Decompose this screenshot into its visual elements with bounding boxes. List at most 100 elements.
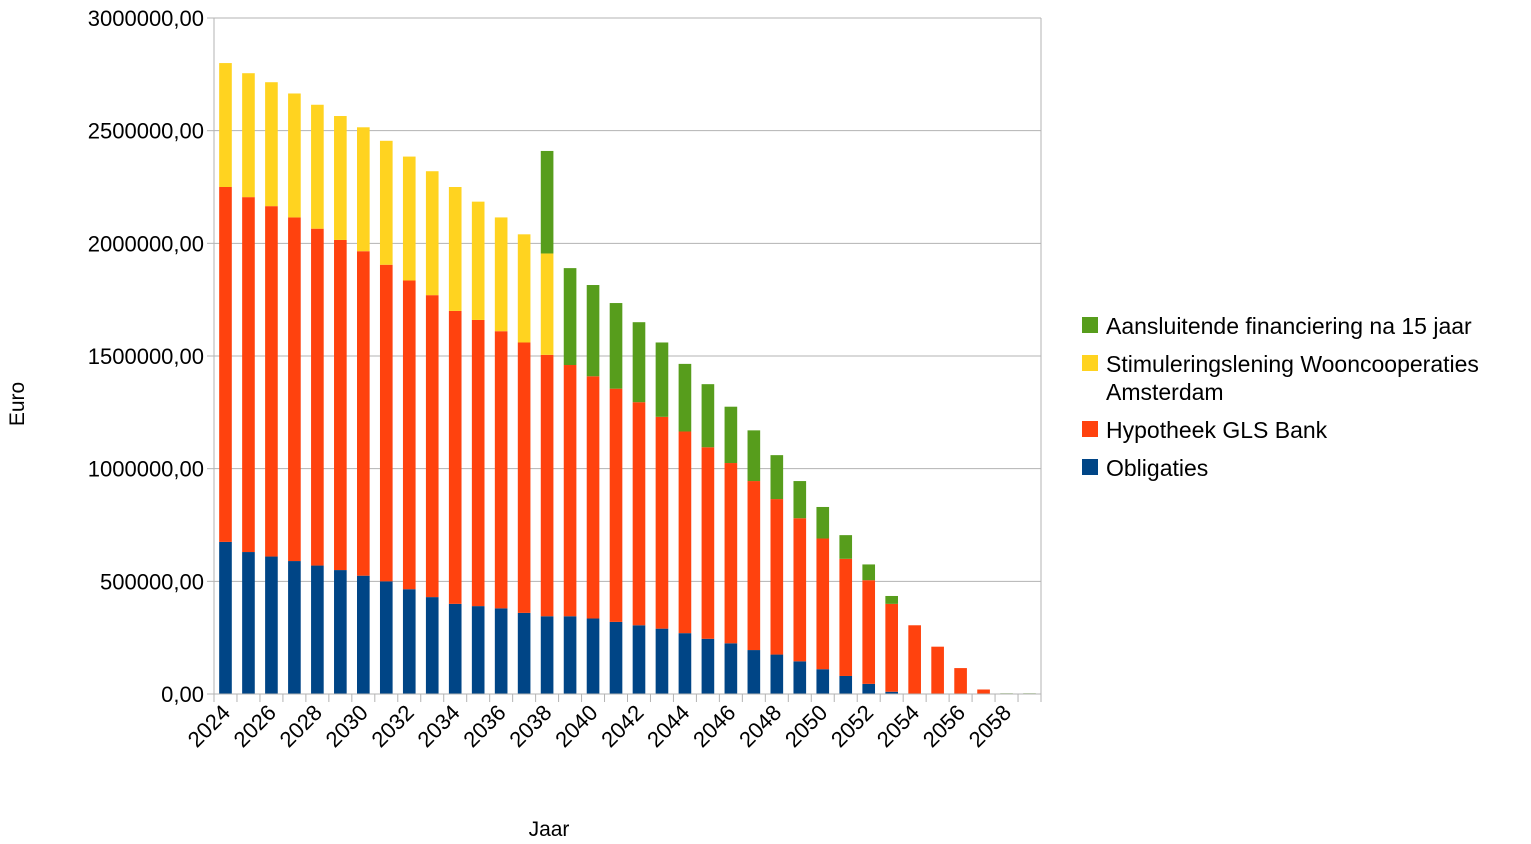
x-tick-label: 2044 (642, 700, 694, 752)
x-tick-label: 2038 (504, 700, 556, 752)
bar-segment (724, 463, 738, 644)
bar-segment (655, 342, 669, 417)
legend-label: Stimuleringslening Wooncooperaties (1106, 351, 1479, 377)
bar-segment (448, 187, 462, 311)
bar-segment (586, 376, 600, 619)
bar-segment (379, 264, 393, 582)
bar-segment (540, 616, 554, 694)
x-tick-label: 2048 (734, 700, 786, 752)
bar-segment (288, 561, 301, 694)
bar-segment (816, 538, 830, 670)
x-tick-label: 2034 (412, 700, 464, 752)
x-tick-label: 2046 (688, 700, 740, 752)
bar-segment (885, 595, 898, 604)
bar-segment (586, 285, 600, 377)
bar-segment (334, 239, 347, 571)
bar-segment (265, 82, 278, 207)
legend-swatch (1082, 317, 1098, 333)
x-tick-label: 2054 (872, 700, 924, 752)
bar-segment (402, 156, 416, 281)
legend: Aansluitende financiering na 15 jaar Stim… (1082, 313, 1479, 481)
legend-label: Aansluitende financiering na 15 jaar (1106, 313, 1472, 339)
x-axis-title: Jaar (529, 818, 570, 841)
bar-segment (609, 303, 623, 389)
bar-segment (357, 251, 370, 576)
bar-segment (265, 556, 278, 694)
bar-segment (655, 628, 669, 694)
x-tick-label: 2052 (826, 700, 878, 752)
bar-segment (471, 606, 485, 694)
bar-segment (885, 691, 898, 694)
bar-segment (563, 616, 577, 694)
y-tick-label: 1000000,00 (88, 457, 204, 482)
bar-segment (379, 140, 393, 265)
bar-segment (494, 331, 508, 609)
bar-segment (747, 650, 761, 694)
bar-segment (770, 455, 784, 500)
bar-segment (311, 104, 324, 229)
y-axis-title: Euro (6, 382, 29, 426)
bar-segment (402, 280, 416, 590)
x-tick-label: 2024 (183, 700, 235, 752)
bar-segment (862, 564, 876, 581)
bar-segment (219, 187, 232, 542)
bar-segment (908, 625, 921, 694)
bar-segment (609, 621, 623, 694)
bar-segment (334, 570, 347, 694)
bar-segment (793, 518, 807, 662)
bar-segment (839, 535, 853, 559)
bar-segment (885, 603, 898, 692)
bar-segment (288, 217, 301, 562)
bar-segment (770, 654, 784, 694)
bar-segment (540, 253, 554, 355)
bar-segment (379, 581, 393, 694)
bar-segment (425, 171, 439, 296)
bar-segment (219, 541, 232, 694)
y-tick-label: 0,00 (161, 682, 204, 707)
bar-segment (816, 506, 830, 539)
bar-segment (632, 402, 646, 626)
bar-segment (265, 206, 278, 557)
bar-segment (931, 646, 944, 694)
x-tick-label: 2032 (367, 700, 419, 752)
bar-segment (701, 638, 715, 694)
gridlines (214, 17, 1041, 695)
bar-segment (471, 201, 485, 320)
bar-segment (632, 625, 646, 694)
bar-segment (701, 447, 715, 639)
bar-segment (701, 384, 715, 448)
bar-segment (816, 669, 830, 694)
legend-label: Amsterdam (1106, 379, 1224, 405)
bar-segment (678, 431, 692, 634)
legend-swatch (1082, 355, 1098, 371)
bar-segment (724, 643, 738, 694)
legend-label: Hypotheek GLS Bank (1106, 417, 1328, 443)
bar-segment (724, 406, 738, 464)
bar-segment (678, 363, 692, 432)
bar-segment (563, 365, 577, 617)
legend-swatch (1082, 421, 1098, 437)
bar-segment (793, 481, 807, 519)
bar-segment (357, 575, 370, 694)
bar-segment (586, 618, 600, 694)
bar-segment (242, 73, 255, 198)
x-tick-label: 2058 (964, 700, 1016, 752)
bar-segment (517, 612, 531, 694)
x-tick-label: 2040 (550, 700, 602, 752)
bar-segment (655, 416, 669, 629)
bar-segment (632, 322, 646, 403)
legend-swatch (1082, 459, 1098, 475)
legend-label: Obligaties (1106, 455, 1208, 481)
bar-segment (839, 675, 853, 694)
bar-segment (425, 597, 439, 694)
bars (219, 63, 1036, 694)
bar-segment (517, 342, 531, 613)
bar-segment (448, 310, 462, 604)
bar-segment (678, 633, 692, 694)
x-tick-label: 2028 (275, 700, 327, 752)
bar-segment (288, 93, 301, 218)
bar-segment (311, 565, 324, 694)
y-tick-label: 500000,00 (100, 569, 204, 594)
